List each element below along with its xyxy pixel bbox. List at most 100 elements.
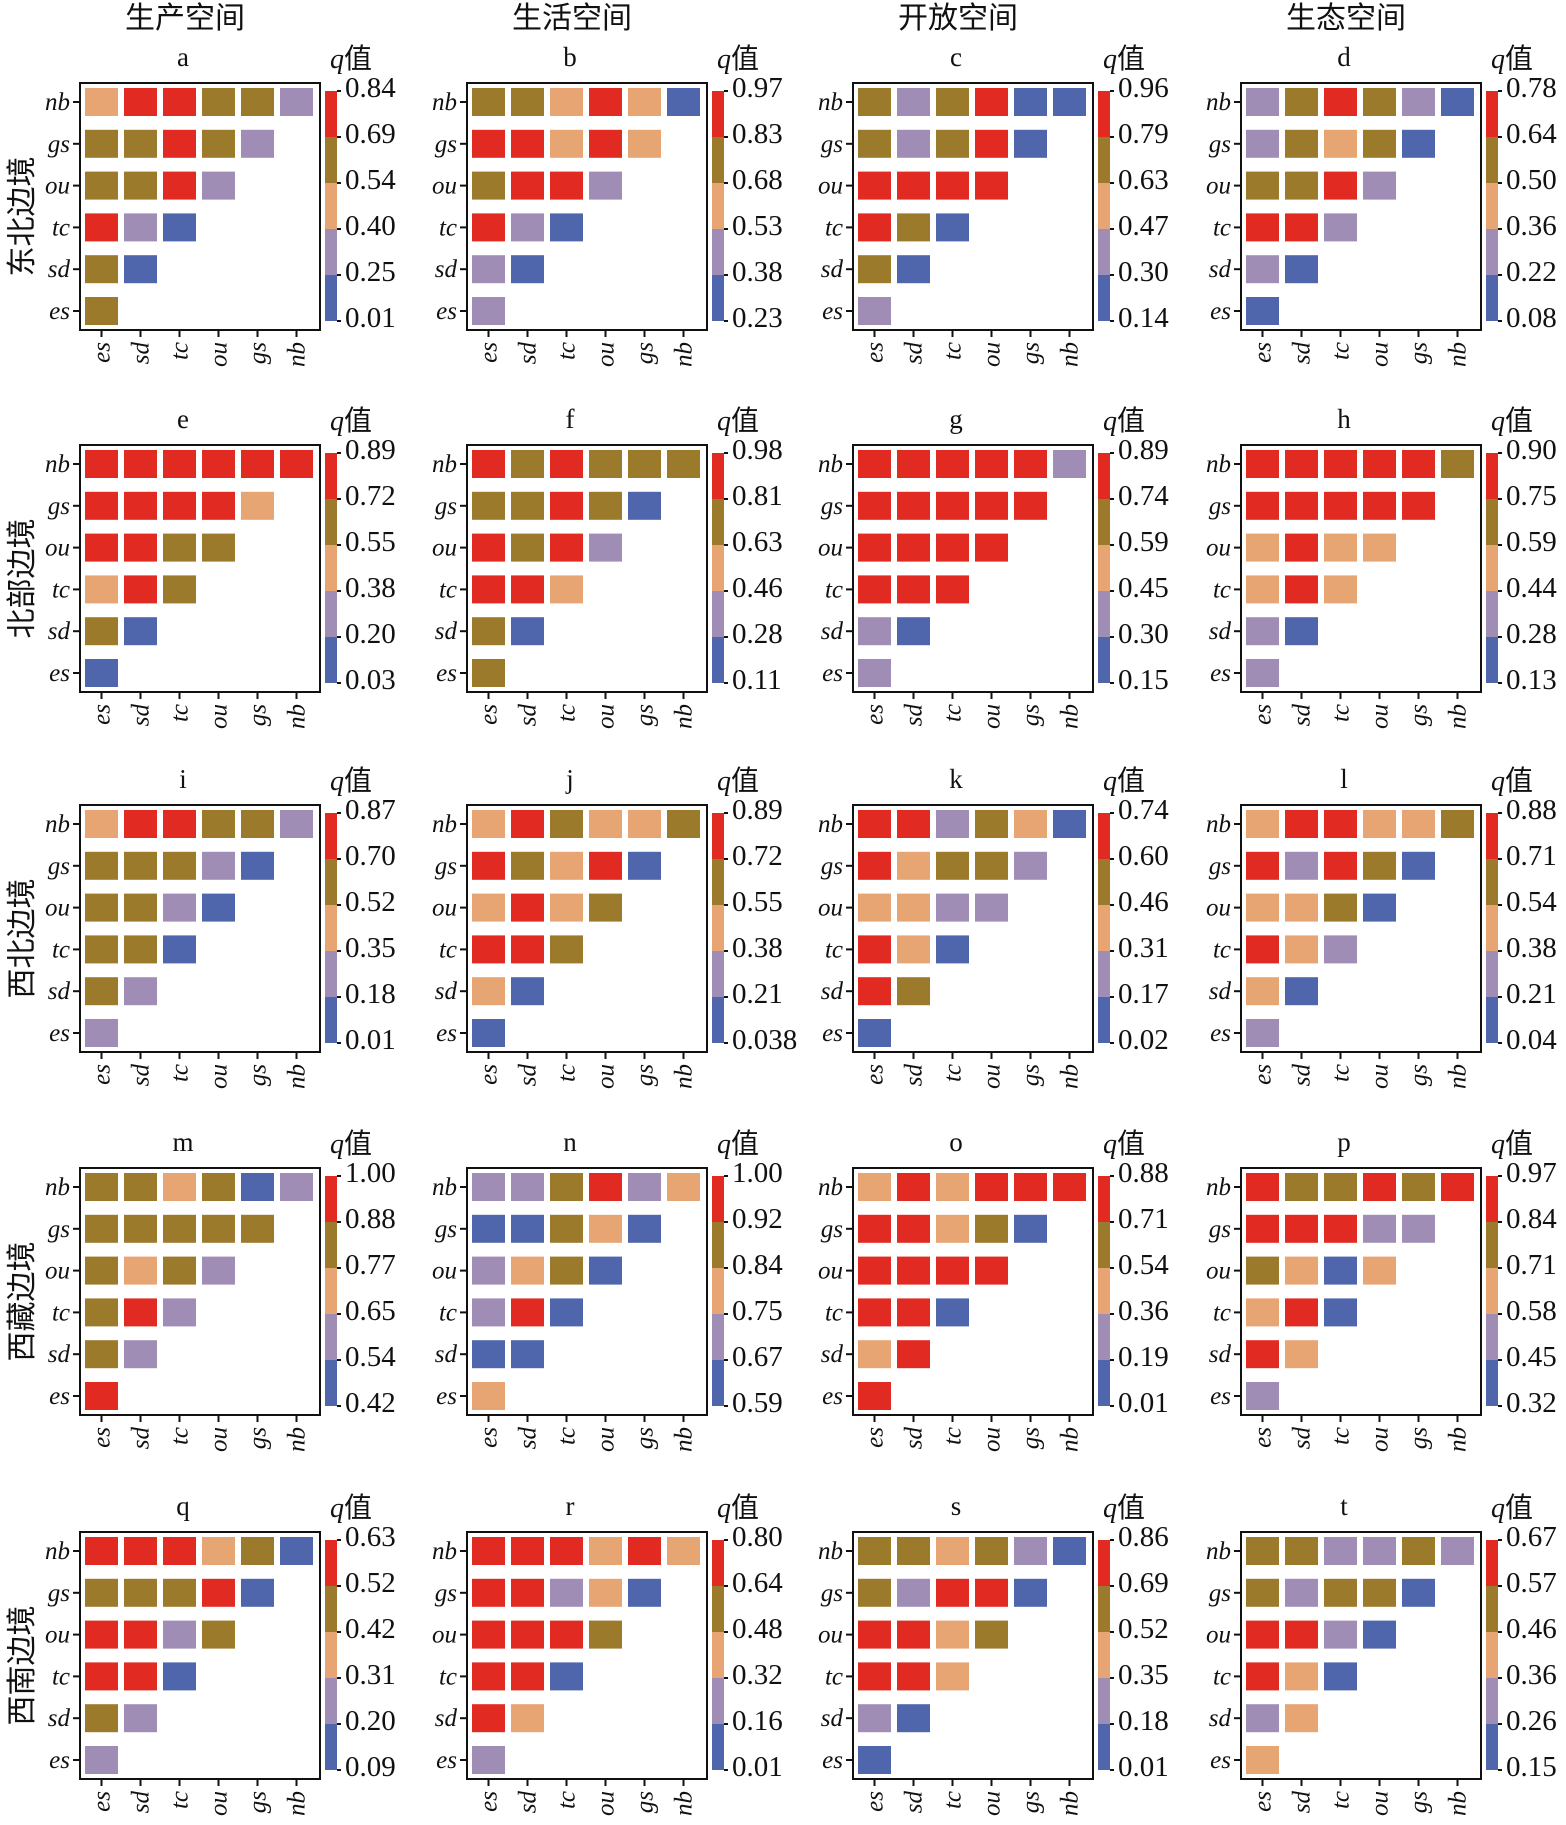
colorbar-legend: q值1.00 0.88 0.77 0.65 0.54 0.42 bbox=[325, 1128, 396, 1419]
heatmap-cell-gs-gs bbox=[1402, 1578, 1435, 1607]
heatmap-cell-sd-es bbox=[472, 1340, 505, 1369]
colorbar-tick-label: 0.038 bbox=[732, 1024, 797, 1056]
legend-title-suffix: 值 bbox=[1117, 1128, 1145, 1160]
heatmap-cell-ou-es bbox=[1246, 533, 1279, 562]
colorbar-segment bbox=[325, 591, 337, 637]
colorbar-segment bbox=[1098, 1586, 1110, 1632]
y-tick-label: tc bbox=[439, 576, 457, 603]
colorbar-legend: q值0.88 0.71 0.54 0.38 0.21 0.04 bbox=[1486, 765, 1557, 1056]
heatmap-cell-nb-nb bbox=[280, 1173, 313, 1201]
heatmap-cell-es-es bbox=[472, 1746, 505, 1774]
colorbar-tick-label: 0.25 bbox=[345, 256, 396, 288]
x-tick-label: es bbox=[476, 1791, 503, 1812]
x-tick-label: tc bbox=[1328, 342, 1355, 360]
colorbar-legend: q值0.98 0.81 0.63 0.46 0.28 0.11 bbox=[712, 405, 783, 696]
heatmap-cell-tc-es bbox=[85, 213, 118, 242]
colorbar-tick-label: 0.21 bbox=[1506, 978, 1557, 1010]
y-tick-label: tc bbox=[52, 1299, 70, 1326]
heatmap-cell-tc-tc bbox=[163, 213, 196, 242]
y-tick-label: tc bbox=[825, 214, 843, 241]
heatmap-cell-gs-gs bbox=[628, 1214, 661, 1243]
colorbar-segment bbox=[1486, 591, 1498, 637]
y-tick-label: sd bbox=[1209, 978, 1232, 1005]
heatmap-cell-ou-tc bbox=[550, 1620, 583, 1649]
heatmap-cell-nb-tc bbox=[163, 1173, 196, 1201]
y-tick-label: nb bbox=[818, 1538, 843, 1565]
x-tick-label: nb bbox=[671, 1064, 698, 1089]
heatmap-cell-gs-ou bbox=[589, 1214, 622, 1243]
x-tick-label: es bbox=[89, 1427, 116, 1448]
x-tick-label: gs bbox=[1406, 1791, 1433, 1813]
colorbar-segment bbox=[712, 1268, 724, 1314]
colorbar-segment bbox=[1486, 275, 1498, 321]
colorbar-tick-label: 0.59 bbox=[1506, 526, 1557, 558]
heatmap-cell-gs-es bbox=[1246, 851, 1279, 880]
heatmap-cell-gs-ou bbox=[1363, 129, 1396, 158]
colorbar-tick-label: 0.65 bbox=[345, 1295, 396, 1327]
heatmap-cell-ou-es bbox=[472, 1256, 505, 1285]
heatmap-cell-gs-ou bbox=[589, 129, 622, 158]
heatmap-cell-ou-sd bbox=[1285, 1620, 1318, 1649]
y-tick-label: ou bbox=[432, 173, 457, 200]
heatmap-cell-nb-tc bbox=[936, 810, 969, 838]
colorbar-legend: q值0.89 0.72 0.55 0.38 0.21 0.038 bbox=[712, 765, 797, 1056]
x-tick-label: nb bbox=[1057, 1427, 1084, 1452]
legend-title-suffix: 值 bbox=[344, 1128, 372, 1160]
heatmap-cell-sd-es bbox=[472, 977, 505, 1006]
heatmap-cell-nb-es bbox=[85, 1537, 118, 1565]
heatmap-cell-gs-ou bbox=[202, 1578, 235, 1607]
heatmap-cells bbox=[1246, 1173, 1474, 1410]
legend-title: q值 bbox=[330, 43, 372, 75]
colorbar-tick-label: 0.01 bbox=[345, 302, 396, 334]
heatmap-cell-gs-ou bbox=[1363, 1214, 1396, 1243]
y-tick-label: es bbox=[436, 298, 457, 325]
plot-frame bbox=[79, 82, 321, 331]
x-tick-label: nb bbox=[671, 704, 698, 729]
x-tick-label: ou bbox=[1367, 1791, 1394, 1816]
colorbar-segment bbox=[325, 1632, 337, 1678]
heatmap-cell-sd-es bbox=[85, 1704, 118, 1733]
row-title: 西藏边境 bbox=[6, 1242, 39, 1362]
heatmap-cell-nb-sd bbox=[124, 450, 157, 478]
y-tick-label: ou bbox=[1206, 173, 1231, 200]
legend-title-suffix: 值 bbox=[1117, 765, 1145, 797]
x-tick-label: ou bbox=[979, 1064, 1006, 1089]
colorbar-tick-label: 0.69 bbox=[1118, 1567, 1169, 1599]
heatmap-cell-gs-ou bbox=[1363, 851, 1396, 880]
heatmap-cell-nb-es bbox=[858, 810, 891, 838]
colorbar-segment bbox=[325, 637, 337, 683]
heatmap-cell-gs-tc bbox=[163, 851, 196, 880]
heatmap-cell-gs-es bbox=[1246, 491, 1279, 520]
legend-title-suffix: 值 bbox=[1117, 43, 1145, 75]
x-tick-label: es bbox=[1250, 1791, 1277, 1812]
colorbar-segment bbox=[712, 275, 724, 321]
heatmap-cell-nb-es bbox=[85, 88, 118, 116]
heatmap-cell-nb-nb bbox=[667, 450, 700, 478]
heatmap-cell-gs-sd bbox=[1285, 1578, 1318, 1607]
legend-title-suffix: 值 bbox=[1505, 43, 1533, 75]
colorbar-tick-label: 0.84 bbox=[345, 72, 396, 104]
y-tick-label: es bbox=[49, 660, 70, 687]
heatmap-cell-ou-sd bbox=[1285, 533, 1318, 562]
legend-title-q: q bbox=[330, 44, 344, 75]
heatmap-cell-tc-tc bbox=[1324, 1662, 1357, 1691]
colorbar-tick-label: 0.59 bbox=[732, 1387, 783, 1419]
colorbar-tick-label: 0.15 bbox=[1506, 1751, 1557, 1783]
colorbar-tick-label: 0.54 bbox=[345, 164, 396, 196]
x-tick-label: ou bbox=[979, 342, 1006, 367]
y-tick-label: gs bbox=[1209, 493, 1231, 520]
heatmap-cell-nb-es bbox=[858, 1173, 891, 1201]
colorbar-legend: q值0.80 0.64 0.48 0.32 0.16 0.01 bbox=[712, 1492, 783, 1783]
colorbar-segment bbox=[325, 1360, 337, 1406]
x-tick-label: gs bbox=[245, 1064, 272, 1086]
colorbar-segment bbox=[325, 183, 337, 229]
heatmap-cell-sd-sd bbox=[897, 617, 930, 646]
colorbar-segment bbox=[1098, 499, 1110, 545]
heatmap-cell-tc-es bbox=[858, 935, 891, 964]
plot-frame bbox=[466, 804, 708, 1053]
colorbar-segment bbox=[712, 591, 724, 637]
legend-title: q值 bbox=[1103, 43, 1145, 75]
colorbar-segment bbox=[1098, 545, 1110, 591]
colorbar-tick-label: 0.55 bbox=[345, 526, 396, 558]
colorbar-legend: q值0.97 0.83 0.68 0.53 0.38 0.23 bbox=[712, 43, 783, 334]
